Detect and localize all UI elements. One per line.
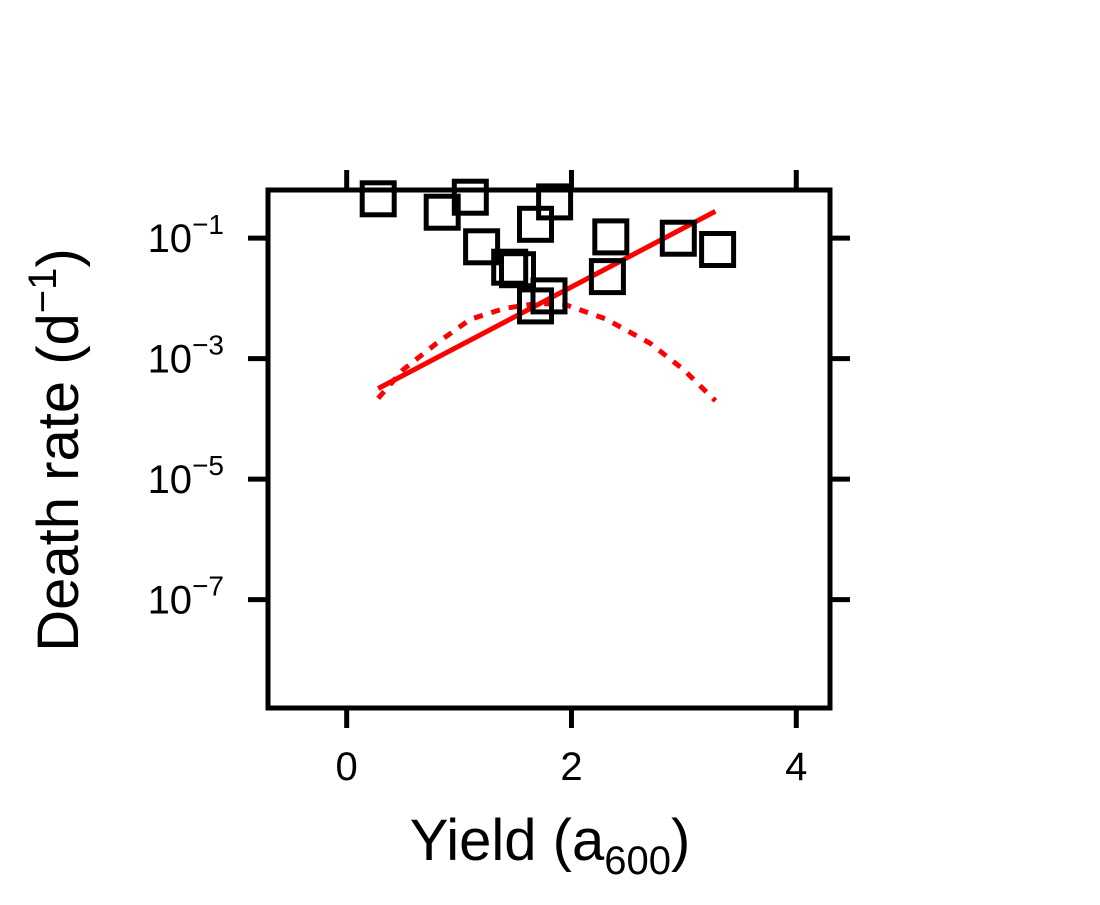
y-tick-label-base: 10 [148,338,193,382]
y-tick-label-base: 10 [148,458,193,502]
data-point-square [423,193,461,231]
data-point-square [536,183,574,221]
data-point-square [499,251,536,289]
y-axis-title-end: ) [26,248,91,267]
y-tick-label-exponent: −5 [192,450,224,481]
y-tick-label: 10−1 [148,209,224,261]
data-point-square [517,205,554,243]
y-tick-label-exponent: −1 [192,209,224,240]
data-point-square [517,287,554,325]
x-tick-label: 2 [560,745,582,789]
data-point-square [699,231,737,268]
data-point-square [588,258,626,296]
ticks-layer: 0 2 410−110−310−510−7 [148,170,850,789]
data-point-square [463,228,501,266]
y-tick-label-exponent: −3 [192,330,224,361]
y-tick-label: 10−3 [148,330,224,382]
data-point-square [592,218,630,256]
y-tick-label-base: 10 [148,217,193,261]
x-axis-title-main: Yield (a [410,808,605,873]
x-axis-title-subscript: 600 [604,839,671,883]
x-axis-title: Yield (a600) [410,808,691,883]
y-tick-label: 10−5 [148,450,224,502]
y-axis-title-main: Death rate (d [26,313,91,652]
solid-fit-line [377,209,717,391]
data-point-square [359,180,397,218]
y-tick-label: 10−7 [148,571,224,623]
y-tick-label-exponent: −7 [192,571,224,602]
data-point-square [659,219,697,257]
x-tick-label: 4 [785,745,807,789]
y-axis-title-superscript: −1 [21,268,65,314]
plot-frame [265,187,833,711]
dotted-model-curve [376,300,718,403]
x-axis-title-end: ) [671,808,690,873]
x-tick-label: 0 [336,745,358,789]
y-tick-label-base: 10 [148,579,193,623]
y-axis-title: Death rate (d−1) [21,248,91,651]
series-layer [359,178,737,403]
